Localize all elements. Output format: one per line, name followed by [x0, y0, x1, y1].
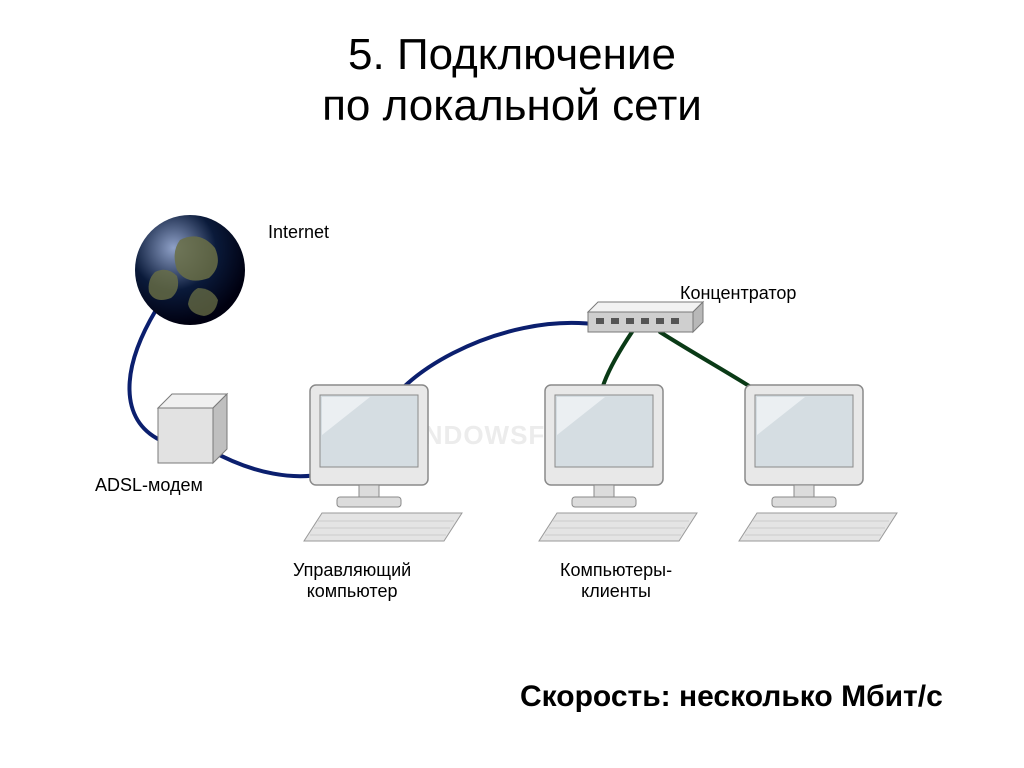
manager-pc-label: Управляющий компьютер	[293, 560, 411, 602]
slide: 5. Подключение по локальной сети WINDOWS…	[0, 0, 1024, 768]
globe-icon	[135, 215, 245, 325]
hub-icon	[588, 302, 703, 332]
client-pc-1-icon	[539, 385, 697, 541]
network-diagram	[0, 0, 1024, 768]
internet-label: Internet	[268, 222, 329, 243]
speed-footer: Скорость: несколько Мбит/с	[520, 680, 1004, 714]
client-pc-2-icon	[739, 385, 897, 541]
modem-icon	[158, 394, 227, 463]
client-pc-label: Компьютеры- клиенты	[560, 560, 672, 602]
modem-label: ADSL-модем	[95, 475, 203, 496]
manager-pc-icon	[304, 385, 462, 541]
hub-label: Концентратор	[680, 283, 796, 304]
